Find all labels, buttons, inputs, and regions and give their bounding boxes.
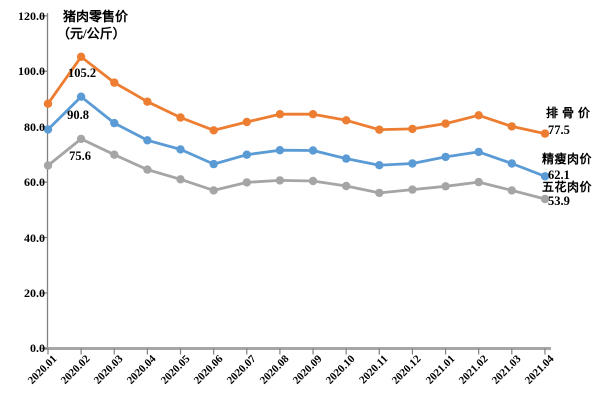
data-point-marker [76, 92, 86, 101]
series-value-lean: 62.1 [548, 168, 570, 182]
series-value-belly: 53.9 [548, 194, 570, 208]
y-tick-label: 0.0 [30, 341, 45, 356]
data-point-marker [143, 97, 152, 106]
peak-label-belly: 75.6 [69, 149, 91, 163]
data-point-marker [342, 116, 351, 125]
data-point-marker [275, 176, 285, 185]
data-point-marker [308, 146, 318, 155]
data-point-marker [375, 161, 384, 170]
data-point-marker [209, 186, 218, 195]
data-point-marker [342, 181, 351, 191]
y-tick-label: 120.0 [18, 8, 45, 23]
data-point-marker [408, 159, 417, 168]
data-point-marker [474, 147, 483, 157]
data-point-marker [342, 154, 351, 163]
data-point-marker [408, 124, 417, 134]
data-point-marker [76, 134, 86, 144]
data-point-marker [507, 122, 516, 131]
y-tick-label: 40.0 [24, 230, 45, 245]
y-tick-label: 20.0 [24, 285, 45, 300]
data-point-marker [176, 175, 185, 184]
data-point-marker [540, 129, 550, 138]
data-point-marker [242, 117, 251, 127]
peak-label-ribs: 105.2 [67, 66, 97, 80]
data-point-marker [441, 182, 450, 191]
data-point-marker [308, 110, 318, 119]
data-point-marker [43, 161, 53, 170]
data-point-marker [474, 177, 483, 187]
data-point-marker [540, 194, 550, 204]
data-point-marker [375, 188, 384, 198]
data-point-marker [110, 150, 119, 159]
series-line-精瘦肉价 [46, 95, 547, 178]
data-point-marker [110, 118, 119, 128]
data-point-marker [540, 172, 550, 181]
data-point-marker [43, 125, 53, 134]
data-point-marker [408, 185, 417, 194]
data-point-marker [110, 78, 119, 87]
data-point-marker [176, 113, 185, 122]
chart-unit-text: （元/公斤） [57, 26, 126, 41]
data-point-marker [441, 119, 450, 128]
data-point-marker [143, 136, 152, 145]
data-point-marker [308, 176, 318, 186]
series-label-ribs: 排骨价 [546, 106, 595, 120]
data-point-marker [209, 126, 218, 135]
data-point-marker [507, 186, 516, 195]
data-point-marker [242, 150, 251, 159]
series-line-排骨价 [46, 55, 547, 136]
data-point-marker [375, 125, 384, 134]
data-point-marker [76, 52, 86, 61]
y-tick-label: 60.0 [24, 175, 45, 190]
data-point-marker [441, 152, 450, 162]
data-point-marker [143, 165, 152, 174]
series-line-五花肉价 [46, 137, 547, 201]
y-tick-label: 100.0 [18, 64, 45, 79]
series-value-ribs: 77.5 [548, 123, 570, 137]
data-point-marker [474, 111, 483, 120]
peak-label-lean: 90.8 [67, 108, 89, 122]
data-point-marker [209, 159, 218, 169]
series-label-lean: 精瘦肉价 [542, 152, 593, 166]
chart-title: 猪肉零售价 （元/公斤） [57, 8, 128, 42]
series-label-belly: 五花肉价 [542, 180, 593, 194]
data-point-marker [507, 159, 516, 168]
data-point-marker [275, 110, 285, 119]
chart-title-text: 猪肉零售价 [63, 9, 129, 24]
data-point-marker [275, 146, 285, 155]
y-tick-label: 80.0 [24, 119, 45, 134]
data-point-marker [176, 145, 185, 154]
data-point-marker [43, 99, 53, 108]
data-point-marker [242, 178, 251, 187]
